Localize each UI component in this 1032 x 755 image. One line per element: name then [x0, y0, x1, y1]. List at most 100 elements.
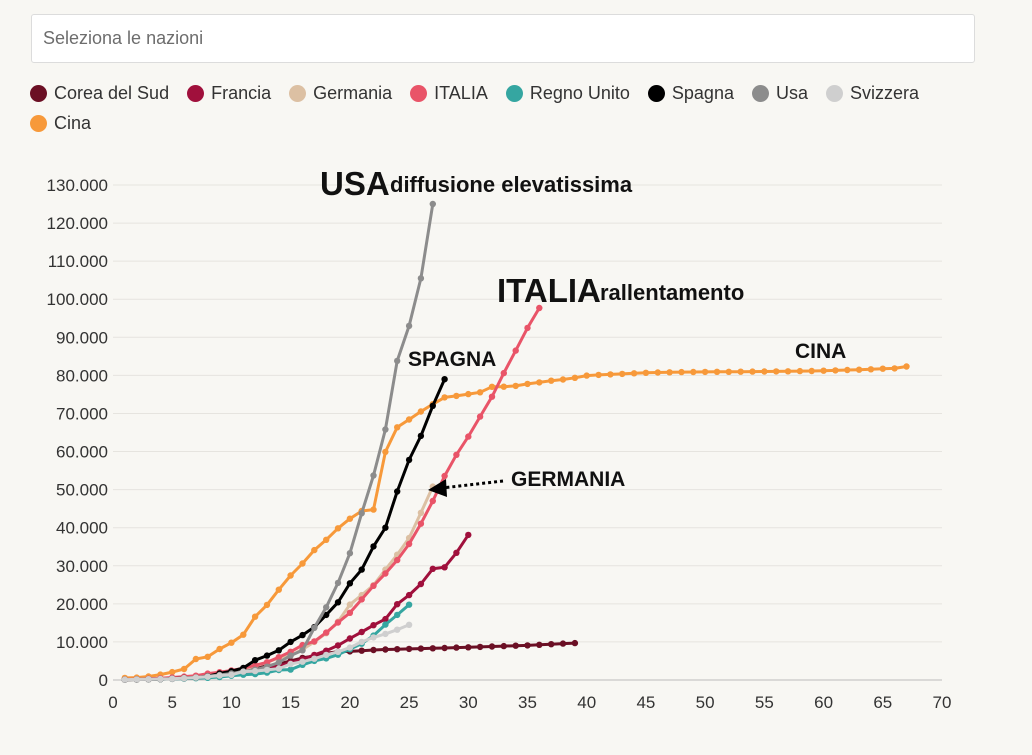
data-point-italia [465, 433, 472, 440]
data-point-usa [323, 604, 330, 611]
data-point-spagna [299, 631, 306, 639]
data-point-cina [642, 369, 650, 376]
y-tick-label: 110.000 [48, 252, 108, 271]
data-point-italia [275, 654, 282, 661]
data-point-corea-del-sud [476, 643, 484, 651]
data-point-cina [263, 601, 271, 609]
annotation-italia-subtitle: rallentamento [600, 280, 744, 305]
nations-search[interactable] [31, 14, 975, 63]
data-point-corea-del-sud [358, 647, 365, 654]
data-point-italia [512, 347, 519, 354]
legend-item-svizzera[interactable]: Svizzera [825, 82, 919, 104]
data-point-francia [334, 642, 342, 649]
data-point-cina [216, 645, 223, 653]
data-point-italia [500, 369, 507, 377]
data-point-spagna [358, 566, 365, 573]
legend-item-cina[interactable]: Cina [30, 112, 91, 134]
data-point-italia [524, 324, 531, 332]
data-point-cina [595, 371, 602, 379]
data-point-corea-del-sud [500, 642, 507, 650]
data-point-italia [429, 497, 436, 505]
data-point-corea-del-sud [465, 644, 472, 651]
data-point-italia [263, 659, 271, 666]
y-tick-label: 20.000 [56, 595, 108, 614]
legend-item-italia[interactable]: ITALIA [410, 82, 488, 104]
data-point-cina [488, 383, 496, 390]
legend-item-francia[interactable]: Francia [187, 82, 271, 104]
data-point-cina [690, 368, 697, 376]
data-point-francia [405, 591, 413, 599]
legend-label: Regno Unito [529, 82, 630, 103]
data-point-cina [583, 372, 590, 379]
data-point-italia [346, 609, 354, 616]
legend-item-germania[interactable]: Germania [289, 82, 392, 104]
data-point-svizzera [216, 672, 223, 679]
data-point-cina [476, 389, 484, 396]
data-point-corea-del-sud [571, 639, 579, 647]
data-point-regno-unito [394, 611, 401, 619]
data-point-cina [512, 382, 519, 390]
data-point-svizzera [240, 668, 247, 675]
nations-search-input[interactable] [41, 27, 974, 50]
data-point-cina [832, 367, 839, 374]
annotation-usa-subtitle: diffusione elevatissima [390, 172, 633, 197]
data-point-italia [417, 520, 425, 527]
data-point-francia [358, 628, 365, 636]
data-point-regno-unito [287, 666, 294, 673]
data-point-svizzera [299, 658, 306, 665]
data-point-cina [903, 363, 910, 370]
x-tick-label: 15 [281, 693, 300, 712]
data-point-cina [334, 525, 342, 532]
annotation-germania: GERMANIA [511, 468, 625, 491]
series-francia [121, 531, 472, 683]
legend-dot-icon [505, 84, 523, 102]
data-point-svizzera [334, 648, 342, 655]
data-point-svizzera [192, 674, 200, 681]
x-tick-label: 20 [340, 693, 359, 712]
legend-item-regno-unito[interactable]: Regno Unito [505, 82, 630, 104]
y-tick-label: 10.000 [56, 633, 108, 652]
data-point-usa [334, 579, 342, 587]
y-tick-label: 40.000 [56, 519, 108, 538]
data-point-cina [855, 366, 863, 373]
y-tick-label: 30.000 [56, 557, 108, 576]
legend-dot-icon [647, 84, 665, 102]
data-point-cina [287, 572, 294, 579]
data-point-francia [429, 565, 436, 572]
data-point-cina [666, 369, 673, 376]
data-point-cina [607, 371, 614, 378]
y-tick-label: 120.000 [47, 214, 108, 233]
data-point-cina [228, 639, 235, 646]
series-cina [121, 363, 910, 682]
data-point-corea-del-sud [429, 645, 436, 652]
y-tick-label: 80.000 [56, 366, 108, 385]
data-point-usa [299, 647, 306, 654]
x-tick-label: 40 [577, 693, 596, 712]
data-point-svizzera [346, 644, 354, 651]
legend-item-corea[interactable]: Corea del Sud [30, 82, 169, 104]
legend-item-spagna[interactable]: Spagna [647, 82, 734, 104]
data-point-svizzera [370, 634, 377, 641]
data-point-cina [405, 416, 413, 423]
data-point-usa [275, 659, 282, 666]
data-point-corea-del-sud [512, 642, 519, 649]
legend-item-usa[interactable]: Usa [751, 82, 808, 104]
x-tick-label: 35 [518, 693, 537, 712]
legend-dot-icon [410, 84, 428, 102]
legend-label: Francia [211, 82, 272, 103]
chart-annotations: USA diffusione elevatissima ITALIA ralle… [320, 165, 846, 497]
data-point-cina [796, 367, 804, 375]
data-point-cina [453, 392, 460, 400]
data-point-cina [879, 365, 886, 372]
annotation-cina: CINA [795, 340, 846, 363]
data-point-usa [405, 322, 413, 330]
data-point-cina [382, 448, 389, 456]
data-point-cina [370, 506, 377, 513]
data-point-cina [619, 370, 626, 378]
data-point-svizzera [157, 675, 164, 683]
chart-legend: Corea del Sud Francia Germania ITALIA Regno … [30, 82, 990, 134]
data-point-svizzera [263, 666, 271, 674]
data-point-italia [382, 570, 389, 577]
data-point-cina [713, 368, 721, 375]
